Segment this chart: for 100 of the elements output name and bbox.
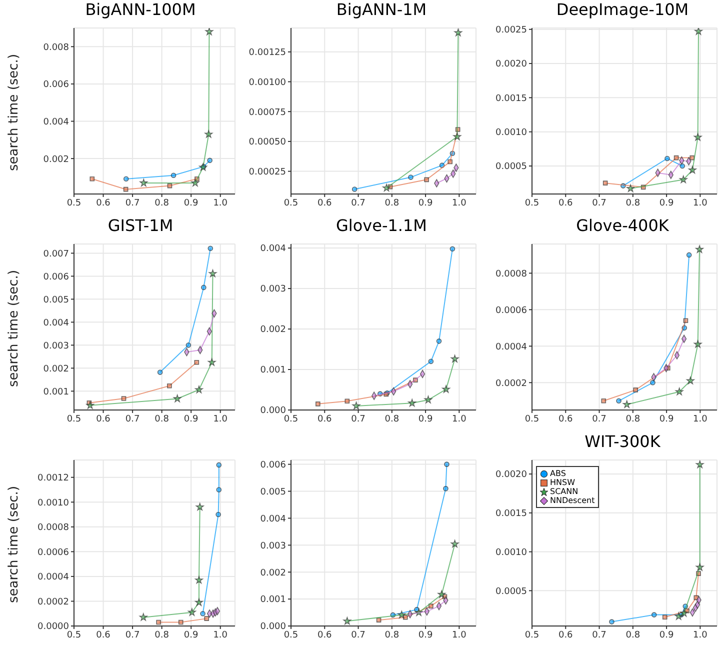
point [696,245,704,253]
x-tick-label: 0.7 [125,414,140,424]
point [424,177,429,182]
point [609,619,614,624]
point [664,156,670,162]
point [616,398,622,404]
chart-title: WIT-300K [584,432,662,452]
y-tick-label: 0.006 [260,460,286,471]
point [443,486,448,492]
x-tick-label: 0.5 [66,198,82,208]
y-tick-label: 0.006 [43,80,70,90]
y-tick-label: 0.003 [43,341,69,352]
y-tick-label: 0.004 [43,318,70,328]
y-tick-label: 0.001 [260,595,286,606]
y-tick-label: 0.006 [43,272,70,282]
x-tick-label: 0.9 [659,198,674,208]
y-tick-label: 0.0005 [496,162,527,172]
x-tick-label: 0.6 [317,198,332,208]
x-tick-label: 0.6 [317,414,332,424]
chart-title: Glove-400K [575,216,670,236]
x-tick-label: 0.8 [626,414,640,424]
y-tick-label: 0.0012 [38,474,69,484]
y-tick-label: 0.00050 [248,138,286,148]
point [216,462,222,468]
y-tick-label: 0.0005 [496,586,527,597]
y-tick-label: 0.007 [43,249,69,260]
x-tick-label: 0.9 [418,198,433,208]
point [170,172,176,178]
y-tick-label: 0.0006 [496,306,528,316]
y-tick-label: 0.0010 [38,498,70,508]
x-tick-label: 1.0 [693,630,708,640]
point [398,610,406,618]
x-tick-label: 0.5 [524,198,540,208]
x-tick-label: 0.6 [96,414,111,424]
point [651,612,657,618]
chart-title: DeepImage-10M [555,0,690,20]
y-tick-label: 0.000 [260,406,286,416]
point [683,318,688,324]
x-tick-label: 0.5 [66,630,82,640]
x-tick-label: 0.6 [558,414,574,424]
y-tick-label: 0.00025 [248,168,286,178]
point [626,184,635,192]
x-tick-label: 1.0 [452,414,467,424]
point [686,252,692,258]
x-tick-label: 0.9 [184,414,199,424]
x-tick-label: 0.5 [524,630,540,640]
point [454,28,462,36]
y-tick-label: 0.005 [260,487,286,498]
y-tick-label: 0.002 [260,568,286,578]
y-tick-label: 0.0008 [38,523,70,534]
y-tick-label: 0.00100 [248,78,286,88]
point [208,246,214,252]
point [680,163,686,169]
y-tick-label: 0.0002 [496,378,527,389]
point [86,401,94,409]
x-tick-label: 0.7 [125,630,140,640]
point [662,614,668,620]
x-tick-label: 0.7 [592,630,606,640]
x-tick-label: 0.5 [66,414,82,424]
x-tick-label: 0.9 [418,630,433,640]
point [450,246,456,252]
legend-label: HNSW [550,478,575,487]
point [680,609,688,617]
y-tick-label: 0.0008 [496,269,528,280]
x-tick-label: 1.0 [452,198,467,208]
x-tick-label: 0.7 [592,198,606,208]
point [674,612,683,620]
y-tick-label: 0.005 [43,295,69,306]
point [156,620,161,625]
x-tick-label: 0.7 [351,198,366,208]
legend-label: ABS [550,469,566,478]
line-series [662,571,701,620]
point [428,358,434,364]
x-tick-label: 0.5 [284,198,298,208]
x-tick-label: 0.8 [384,414,400,424]
point [686,376,694,384]
y-tick-label: 0.0004 [38,572,70,583]
y-tick-label: 0.000 [260,622,286,632]
point [201,284,206,290]
x-tick-label: 0.8 [384,198,400,208]
point [408,174,414,180]
point [679,175,688,184]
x-tick-label: 0.7 [592,414,606,424]
point [402,614,408,620]
line-series [601,318,688,404]
x-tick-label: 0.6 [558,630,574,640]
point [208,269,217,278]
point [622,400,631,408]
x-tick-label: 0.8 [626,630,640,640]
x-tick-label: 0.9 [659,630,674,640]
y-tick-label: 0.002 [260,325,286,336]
point [204,616,210,621]
point [195,386,203,394]
chart-title: Glove-1.1M [335,216,428,236]
point [674,155,679,160]
point [408,398,416,407]
x-tick-label: 0.7 [125,198,140,208]
point [442,385,450,393]
point [167,183,172,188]
y-tick-label: 0.001 [260,366,286,376]
